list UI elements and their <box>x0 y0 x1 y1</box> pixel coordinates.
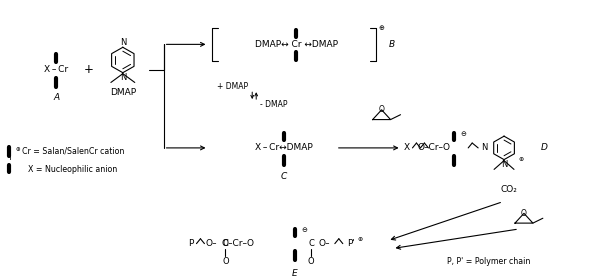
Text: O–Cr–O: O–Cr–O <box>222 239 255 248</box>
Text: N: N <box>120 73 126 82</box>
Text: N: N <box>120 38 126 47</box>
Text: ⊕: ⊕ <box>16 147 20 152</box>
Text: X – Cr↔DMAP: X – Cr↔DMAP <box>255 143 313 152</box>
Text: O: O <box>307 257 315 266</box>
Text: X = Nucleophilic anion: X = Nucleophilic anion <box>29 165 118 174</box>
Text: O–Cr–O: O–Cr–O <box>418 143 451 152</box>
Text: +: + <box>84 63 94 76</box>
Text: + DMAP: + DMAP <box>217 82 248 91</box>
Text: C: C <box>281 172 287 181</box>
Text: X – Cr: X – Cr <box>44 65 68 74</box>
Text: A: A <box>53 93 59 102</box>
Text: O–: O– <box>206 239 217 248</box>
Text: O: O <box>222 257 228 266</box>
Text: N: N <box>481 143 487 152</box>
Text: DMAP: DMAP <box>110 88 136 97</box>
Text: O–: O– <box>318 239 329 248</box>
Text: O: O <box>379 105 385 114</box>
Text: E: E <box>292 269 298 278</box>
Text: ⊕: ⊕ <box>518 157 524 162</box>
Text: P': P' <box>347 239 355 248</box>
Text: B: B <box>389 40 395 49</box>
Text: P: P <box>188 239 193 248</box>
Text: ⊕: ⊕ <box>357 237 362 242</box>
Text: D: D <box>541 143 547 152</box>
Text: Cr = Salan/SalenCr cation: Cr = Salan/SalenCr cation <box>22 146 124 155</box>
Text: ⊖: ⊖ <box>460 131 466 137</box>
Text: X: X <box>404 143 410 152</box>
Text: C: C <box>222 239 228 248</box>
Text: N: N <box>501 160 507 169</box>
Text: ⊖: ⊖ <box>301 227 307 233</box>
Text: |: | <box>10 151 13 160</box>
Text: C: C <box>308 239 314 248</box>
Text: ⊕: ⊕ <box>379 25 385 31</box>
Text: DMAP↔ Cr ↔DMAP: DMAP↔ Cr ↔DMAP <box>255 40 337 49</box>
Text: - DMAP: - DMAP <box>260 101 288 109</box>
Text: CO₂: CO₂ <box>501 185 517 194</box>
Text: P, P' = Polymer chain: P, P' = Polymer chain <box>447 257 531 266</box>
Text: O: O <box>521 209 527 218</box>
